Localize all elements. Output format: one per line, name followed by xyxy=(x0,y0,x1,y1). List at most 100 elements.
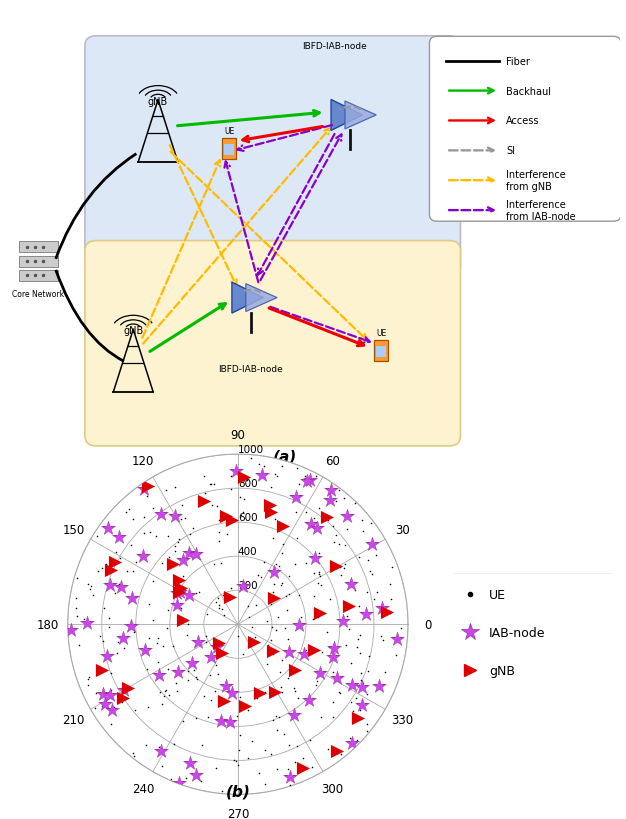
Point xyxy=(243,600,253,613)
Point xyxy=(277,459,287,473)
Point xyxy=(243,704,253,717)
Point xyxy=(71,591,81,604)
Point xyxy=(309,567,319,580)
Point xyxy=(391,648,401,661)
Point xyxy=(251,599,261,612)
Point xyxy=(347,678,357,691)
Point xyxy=(205,668,215,681)
Point xyxy=(238,648,248,661)
Text: UE: UE xyxy=(489,588,506,601)
Point xyxy=(128,513,138,526)
Point xyxy=(118,631,128,645)
Point xyxy=(161,484,171,497)
Point xyxy=(255,458,265,471)
Point xyxy=(213,667,223,681)
Point xyxy=(230,466,240,479)
Point xyxy=(255,686,265,699)
Point xyxy=(363,554,373,567)
Point xyxy=(191,547,201,560)
Point xyxy=(272,470,282,483)
Point xyxy=(225,582,235,595)
Point xyxy=(235,509,245,523)
Point xyxy=(359,676,369,690)
Point xyxy=(289,681,299,695)
Point xyxy=(351,583,361,596)
Point xyxy=(385,578,395,591)
Point xyxy=(304,694,314,707)
Point xyxy=(139,527,149,540)
Point xyxy=(131,555,141,568)
Point xyxy=(80,613,90,626)
Point xyxy=(228,782,239,795)
Point xyxy=(344,600,354,613)
Point xyxy=(347,704,357,717)
Point xyxy=(314,502,324,515)
Point xyxy=(292,532,302,545)
Point xyxy=(268,648,278,661)
Point xyxy=(220,609,230,622)
Point xyxy=(84,670,94,683)
Point xyxy=(185,527,195,541)
Point xyxy=(95,663,105,676)
Text: gNB: gNB xyxy=(148,97,168,106)
Point xyxy=(180,511,190,524)
Point xyxy=(302,475,312,488)
Point xyxy=(153,632,163,645)
Point xyxy=(158,640,168,654)
Point xyxy=(298,751,308,764)
Point xyxy=(259,459,269,473)
Point xyxy=(267,592,277,605)
Point xyxy=(357,525,367,538)
Point xyxy=(381,665,391,678)
Point xyxy=(309,512,319,525)
Point xyxy=(275,665,285,678)
Point xyxy=(377,601,387,614)
Polygon shape xyxy=(331,100,362,131)
Point xyxy=(211,762,221,775)
Point xyxy=(271,624,281,637)
Point xyxy=(123,681,133,695)
Point xyxy=(232,710,242,723)
Point xyxy=(285,779,295,792)
Point xyxy=(312,644,322,657)
Point xyxy=(329,642,339,655)
Point xyxy=(239,471,249,484)
Point xyxy=(145,526,155,539)
Point xyxy=(217,785,227,798)
Point xyxy=(191,712,201,725)
Point xyxy=(299,648,309,661)
Point xyxy=(192,768,202,781)
Text: Backhaul: Backhaul xyxy=(506,87,552,97)
Point xyxy=(96,664,106,677)
Point xyxy=(312,674,322,687)
Point xyxy=(378,634,388,647)
Text: IBFD-IAB-node: IBFD-IAB-node xyxy=(218,364,284,373)
Point xyxy=(260,743,270,756)
Point xyxy=(124,503,134,516)
Point xyxy=(323,742,333,755)
Point xyxy=(313,644,323,657)
Point xyxy=(339,558,349,571)
Point xyxy=(334,537,344,550)
Point xyxy=(239,506,249,519)
Point xyxy=(274,710,284,723)
Point xyxy=(313,577,323,590)
Point xyxy=(116,581,126,594)
Bar xyxy=(19,256,58,267)
Point xyxy=(233,744,244,757)
Point xyxy=(338,615,348,628)
Point xyxy=(305,474,315,487)
Point xyxy=(226,483,236,496)
Point xyxy=(203,710,213,723)
Point xyxy=(139,482,149,495)
Point xyxy=(101,558,111,571)
Point xyxy=(111,546,121,559)
Point xyxy=(170,482,180,495)
Point xyxy=(100,695,110,708)
Point xyxy=(108,704,118,717)
Point xyxy=(176,513,186,526)
Point xyxy=(218,588,228,601)
Point xyxy=(172,600,182,613)
Point xyxy=(219,695,229,708)
Point xyxy=(331,528,341,541)
